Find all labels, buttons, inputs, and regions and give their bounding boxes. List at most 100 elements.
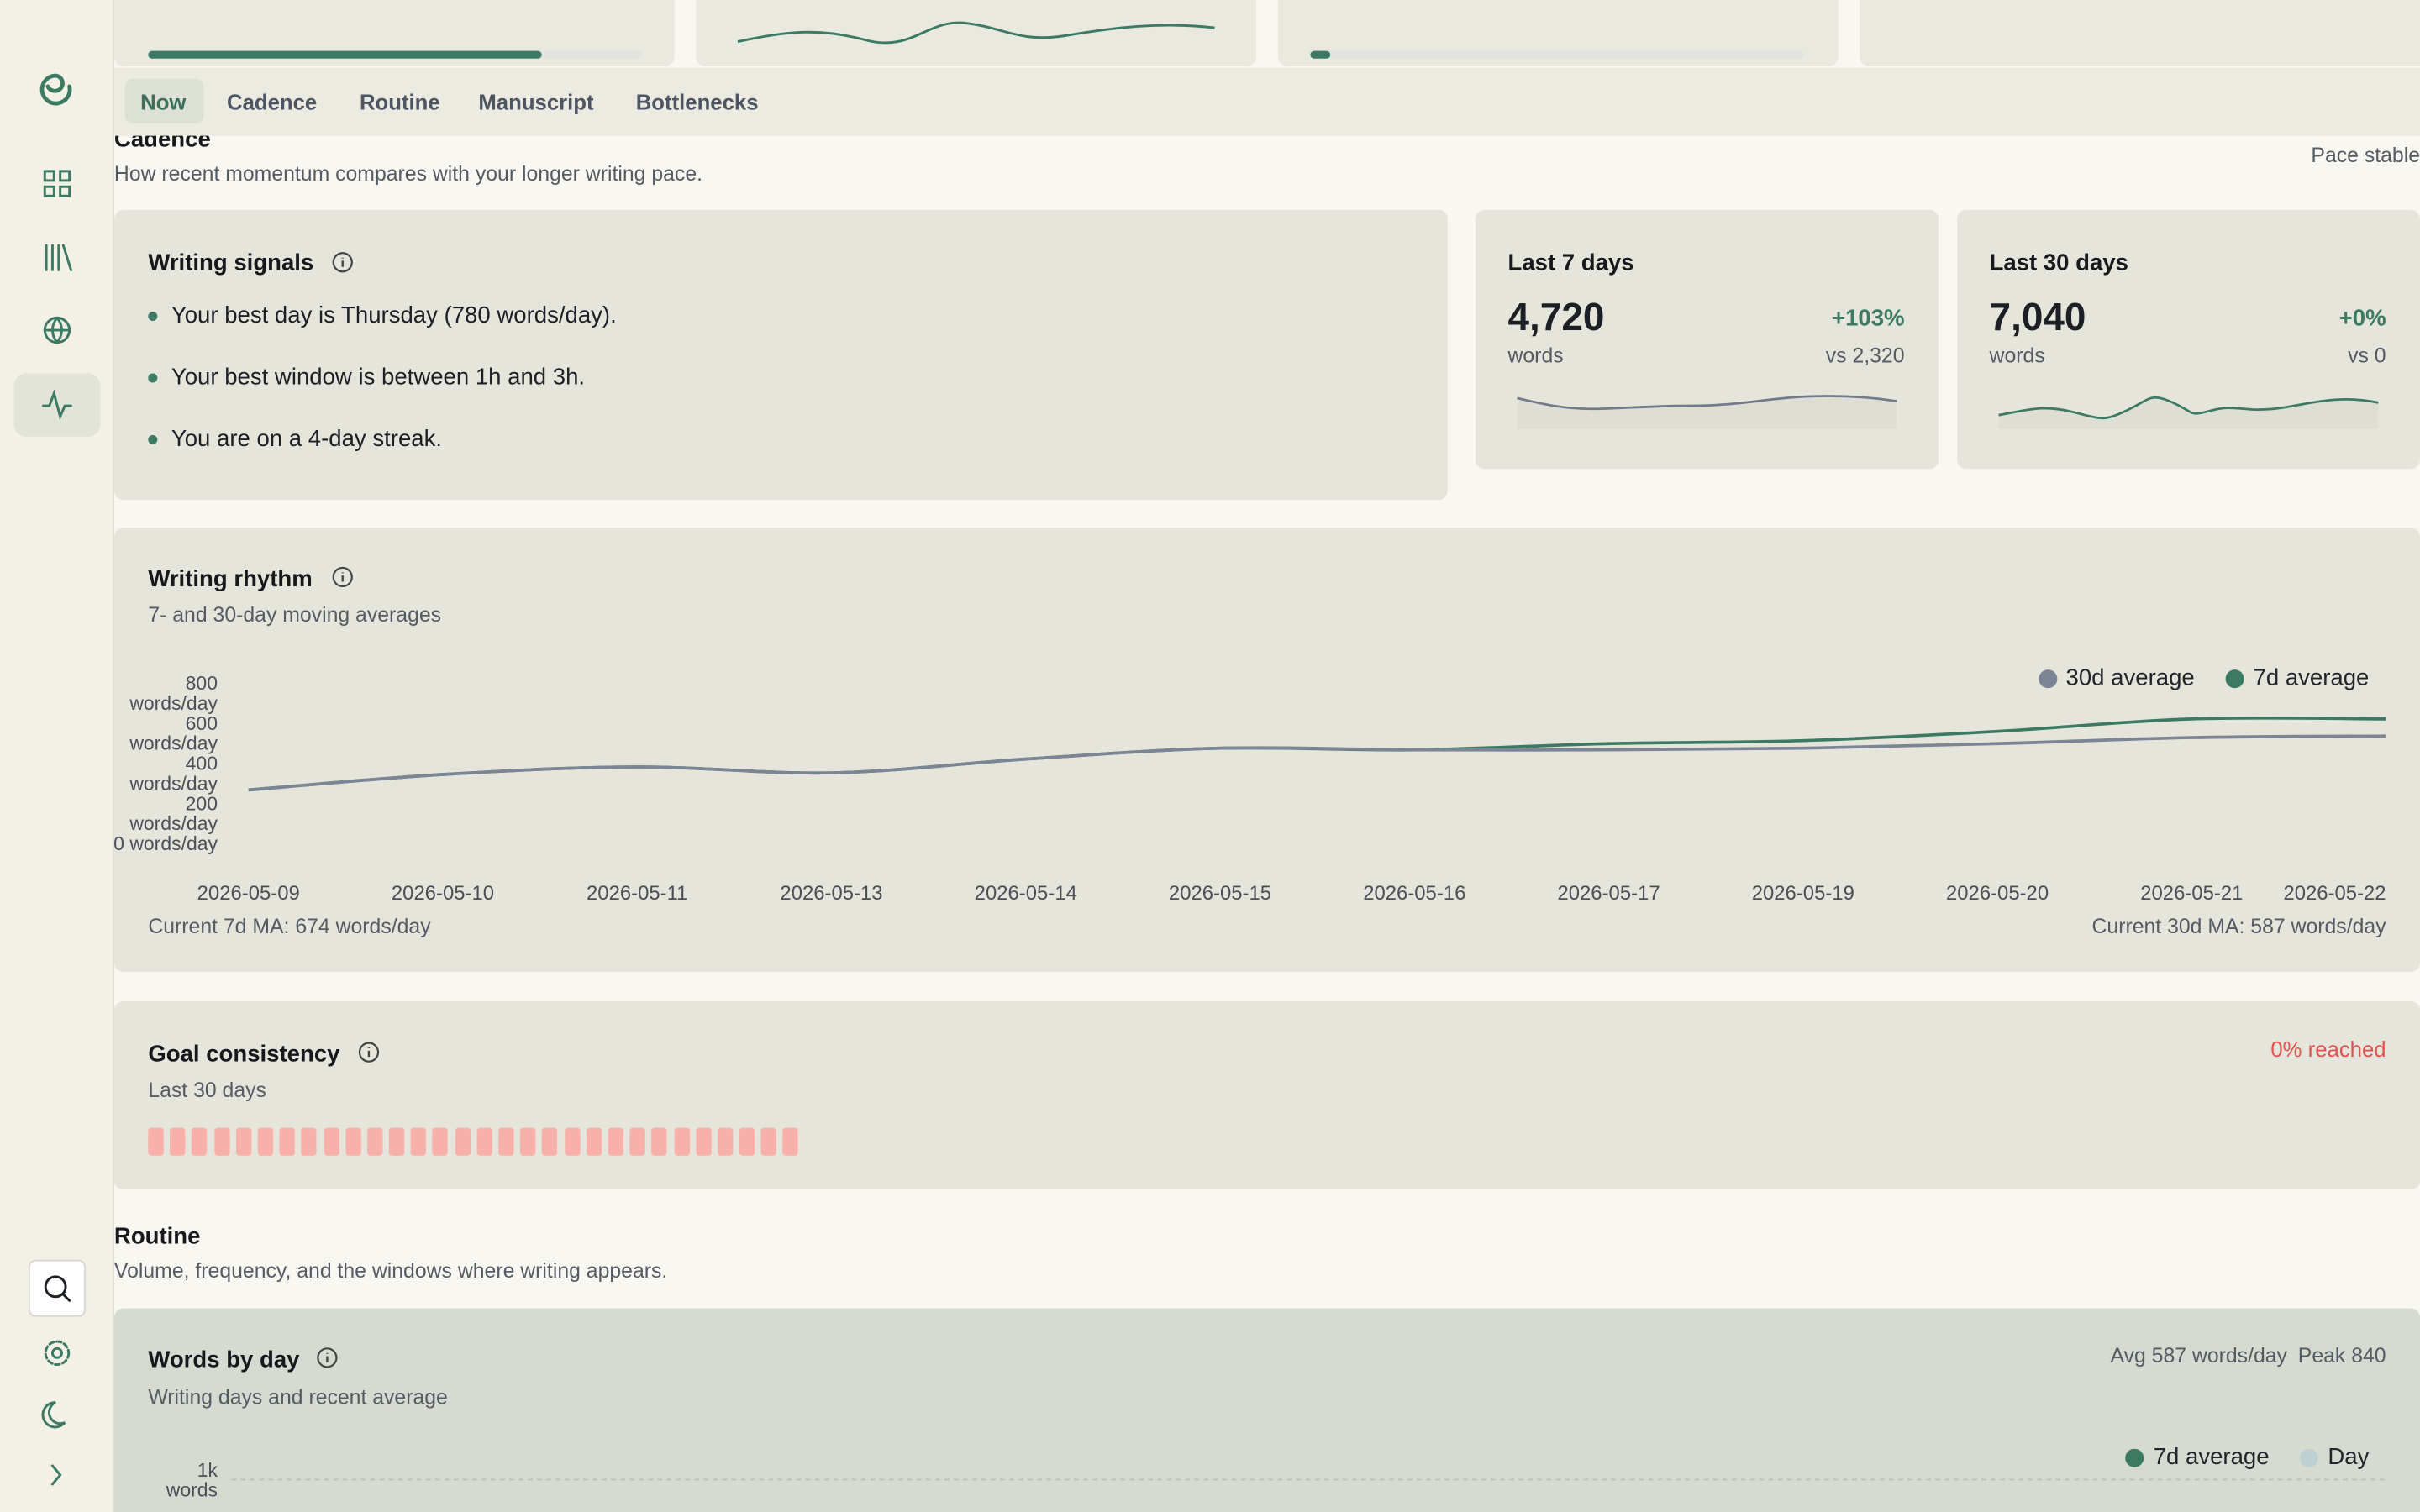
goal-day (520, 1127, 536, 1156)
goal-day (411, 1127, 427, 1156)
goal-day (673, 1127, 690, 1156)
goal-day (476, 1127, 492, 1156)
x-tick-label: 2026-05-22 (2283, 880, 2386, 905)
y-tick-label: 200 words/day (129, 793, 218, 835)
progress-track (148, 50, 643, 59)
legend: 30d average 7d average (2019, 665, 2369, 691)
legend-item: Day (2300, 1444, 2369, 1470)
goal-day (608, 1127, 623, 1156)
card-title: Last 7 days (1507, 249, 1634, 276)
signals-card: Writing signals Your best day is Thursda… (113, 209, 1448, 501)
x-tick-label: 2026-05-10 (391, 880, 495, 905)
goal-day (433, 1127, 449, 1156)
search-icon (44, 1275, 71, 1302)
goal-card: Goal consistency 0% reached Last 30 days (113, 1001, 2420, 1190)
x-tick-label: 2026-05-19 (1751, 880, 1854, 905)
tab-bar (113, 67, 2420, 136)
y-tick-label: 0 words/day (113, 832, 218, 855)
sidebar (0, 0, 114, 1512)
stat-value: 7,040 (1989, 296, 2086, 340)
progress-track (1310, 50, 1805, 59)
tab[interactable]: Now (140, 89, 187, 114)
legend-label: Day (2328, 1444, 2370, 1471)
stat-compare: vs 0 (2348, 344, 2386, 368)
info-icon[interactable] (332, 566, 356, 591)
rhythm-card: Writing rhythm 7- and 30-day moving aver… (113, 528, 2420, 973)
y-tick-label: 1k words (166, 1459, 218, 1502)
stat-value: 4,720 (1507, 296, 1605, 340)
progress-fill (1310, 50, 1331, 59)
tab[interactable]: Cadence (227, 89, 318, 114)
logo[interactable] (39, 73, 72, 106)
search-button[interactable] (28, 1259, 86, 1317)
goal-day (760, 1127, 777, 1156)
progress-fill (148, 50, 542, 59)
signal: You are on a 4-day streak. (171, 425, 443, 453)
card-subtitle: Writing days and recent average (148, 1385, 448, 1409)
section-subtitle: Volume, frequency, and the windows where… (113, 1258, 668, 1283)
goal-status: 0% reached (2270, 1037, 2386, 1062)
goal-day (564, 1127, 580, 1156)
footer: Current 7d MA: 674 words/day (148, 915, 431, 938)
top-card (1860, 0, 2420, 66)
top-card (113, 0, 675, 66)
goal-day (279, 1127, 296, 1156)
bullet (148, 312, 158, 322)
goal-day (192, 1127, 208, 1156)
y-tick-label: 400 words/day (129, 753, 218, 795)
legend-item: 30d average (2038, 664, 2195, 691)
goal-day (586, 1127, 602, 1156)
info-icon[interactable] (332, 251, 356, 276)
activity-icon[interactable] (41, 389, 72, 421)
library-icon[interactable] (45, 244, 72, 271)
tab[interactable]: Bottlenecks (635, 89, 759, 114)
signal: Your best window is between 1h and 3h. (171, 364, 586, 391)
legend-item: 7d average (2225, 665, 2369, 691)
legend-swatch (2225, 669, 2244, 688)
sparkline (737, 21, 1215, 45)
section-title: Routine (113, 1223, 201, 1250)
legend-swatch (2038, 669, 2057, 688)
x-tick-label: 2026-05-21 (2140, 880, 2244, 905)
card-title: Words by day (148, 1347, 300, 1373)
tab[interactable]: Manuscript (478, 89, 594, 114)
settings-icon[interactable] (44, 1340, 71, 1367)
theme-icon[interactable] (41, 1401, 66, 1429)
goal-day (148, 1127, 164, 1156)
info-icon[interactable] (317, 1347, 341, 1371)
expand-icon[interactable] (50, 1464, 62, 1486)
legend-label: 30d average (2065, 664, 2195, 691)
tab-selected (124, 78, 204, 123)
goal-day (629, 1127, 645, 1156)
tab[interactable]: Routine (359, 89, 440, 114)
x-tick-label: 2026-05-20 (1945, 880, 2049, 905)
x-tick-label: 2026-05-16 (1363, 880, 1466, 905)
legend: 7d average Day (2107, 1444, 2369, 1470)
goal-day (323, 1127, 339, 1156)
goal-day (717, 1127, 734, 1156)
goal-days (148, 1127, 799, 1156)
goal-day (498, 1127, 514, 1156)
dashboard-icon[interactable] (43, 170, 71, 197)
sidebar-icons (13, 73, 101, 1486)
stat-compare: vs 2,320 (1825, 344, 1905, 368)
top-card (1277, 0, 1839, 66)
stat-card: Last 30 days 7,040 words +0% vs 0 (1956, 209, 2420, 470)
y-tick-label: 600 words/day (129, 712, 218, 755)
globe-icon[interactable] (43, 316, 71, 344)
bullet (148, 373, 158, 383)
goal-day (783, 1127, 799, 1156)
words-card: Words by day Writing days and recent ave… (113, 1308, 2420, 1512)
card-subtitle: 7- and 30-day moving averages (148, 603, 442, 627)
top-card (696, 0, 1257, 66)
legend-swatch (2300, 1447, 2319, 1467)
goal-day (651, 1127, 668, 1156)
x-tick-label: 2026-05-09 (197, 880, 300, 905)
goal-day (213, 1127, 229, 1156)
bullet (148, 434, 158, 444)
avg: Avg 587 words/day (2110, 1343, 2287, 1368)
goal-day (542, 1127, 558, 1156)
info-icon[interactable] (358, 1042, 382, 1066)
